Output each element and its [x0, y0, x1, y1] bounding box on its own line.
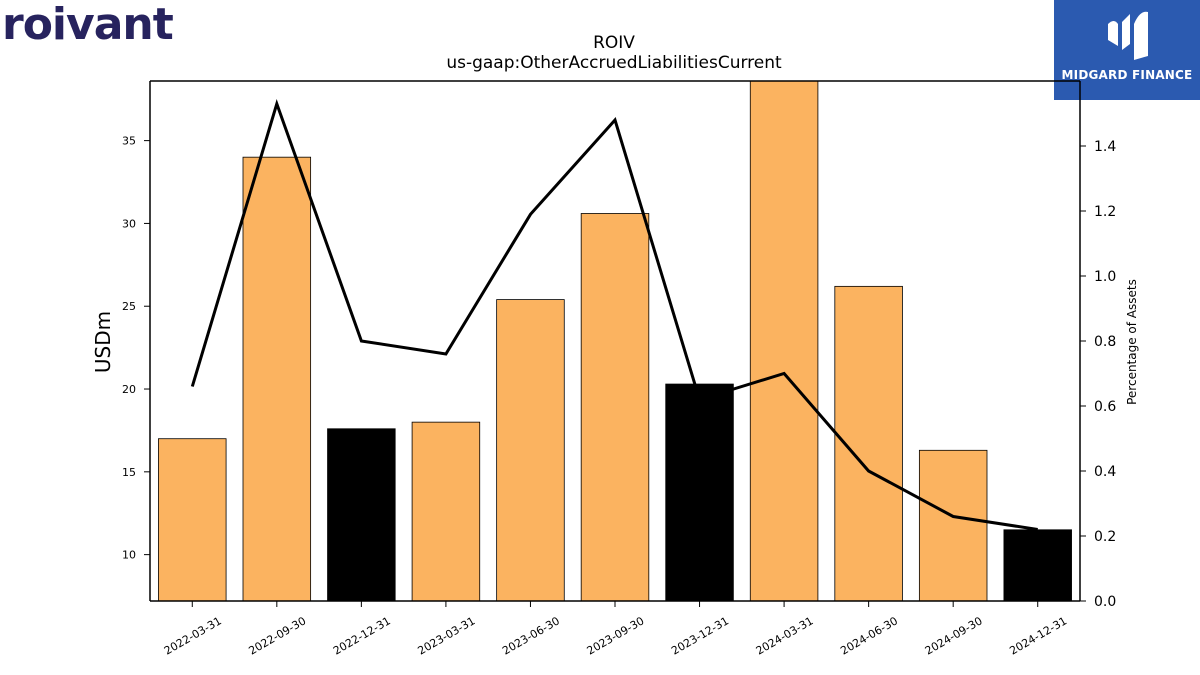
y2-tick-label: 0.4 — [1094, 464, 1116, 480]
chart-subtitle: us-gaap:OtherAccruedLiabilitiesCurrent — [446, 53, 782, 73]
x-tick-label: 2023-12-31 — [669, 614, 731, 657]
x-tick-label: 2024-12-31 — [1007, 614, 1069, 657]
y-tick-label: 10 — [122, 549, 136, 562]
y-tick-label: 20 — [122, 383, 136, 396]
x-tick-label: 2024-06-30 — [838, 614, 900, 657]
x-tick-label: 2024-09-30 — [923, 614, 985, 657]
bar-2023-06-30 — [497, 300, 565, 601]
y-tick-label: 35 — [122, 135, 136, 148]
x-tick-label: 2023-09-30 — [585, 614, 647, 657]
y-axis-label: USDm — [91, 311, 115, 373]
bar-2022-03-31 — [158, 439, 226, 601]
bar-2023-09-30 — [581, 213, 649, 601]
y2-axis-label: Percentage of Assets — [1125, 279, 1139, 405]
bar-2024-09-30 — [919, 450, 987, 601]
x-tick-label: 2024-03-31 — [754, 614, 816, 657]
chart-title: ROIV — [593, 33, 635, 53]
bar-2023-03-31 — [412, 422, 480, 601]
bar-2022-12-31 — [328, 429, 396, 601]
y2-tick-label: 1.4 — [1094, 139, 1116, 155]
x-tick-label: 2023-06-30 — [500, 614, 562, 657]
y-tick-label: 15 — [122, 466, 136, 479]
x-tick-label: 2022-09-30 — [246, 614, 308, 657]
y2-tick-label: 0.0 — [1094, 594, 1116, 610]
bar-2023-12-31 — [666, 384, 734, 601]
x-tick-label: 2022-03-31 — [162, 614, 224, 657]
y2-tick-label: 0.2 — [1094, 529, 1116, 545]
y-tick-label: 30 — [122, 217, 136, 230]
y-tick-label: 25 — [122, 300, 136, 313]
bar-2024-03-31 — [750, 81, 818, 601]
x-tick-label: 2023-03-31 — [416, 614, 478, 657]
y2-tick-label: 0.8 — [1094, 334, 1116, 350]
y2-tick-label: 0.6 — [1094, 399, 1116, 415]
x-tick-label: 2022-12-31 — [331, 614, 393, 657]
bar-2022-09-30 — [243, 157, 311, 601]
bar-2024-12-31 — [1004, 530, 1072, 601]
y2-tick-label: 1.2 — [1094, 204, 1116, 220]
y2-tick-label: 1.0 — [1094, 269, 1116, 285]
